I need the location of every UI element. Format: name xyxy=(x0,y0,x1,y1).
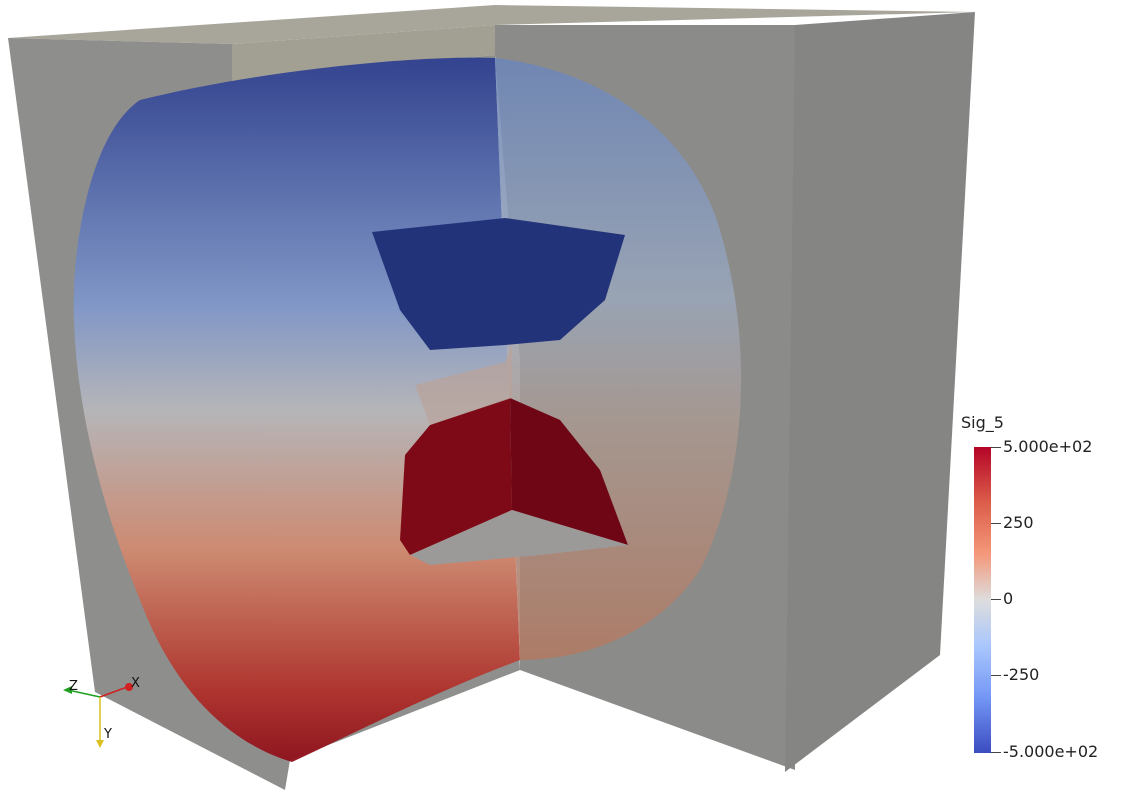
inner-red-left xyxy=(400,398,512,555)
legend-tick xyxy=(991,752,1001,753)
legend-color-bar[interactable] xyxy=(974,447,991,753)
legend-tick-label: 250 xyxy=(1003,513,1034,532)
legend-tick-label: -5.000e+02 xyxy=(1003,742,1099,761)
legend-tick xyxy=(991,523,1001,524)
x-axis-icon xyxy=(125,683,133,691)
cube-top-face-inner xyxy=(232,25,495,82)
legend-title: Sig_5 xyxy=(961,413,1004,432)
legend-tick-label: 0 xyxy=(1003,589,1014,608)
legend-tick xyxy=(991,447,1001,448)
inner-blue-top xyxy=(372,218,625,350)
axis-label-z: Z xyxy=(69,679,78,694)
inner-cut-floor xyxy=(410,510,628,565)
legend-tick xyxy=(991,675,1001,676)
inner-cut-wall xyxy=(415,345,512,425)
cube-top-face xyxy=(8,5,975,44)
legend-tick xyxy=(991,599,1001,600)
z-axis-icon xyxy=(63,686,72,694)
legend-tick-label: 5.000e+02 xyxy=(1003,437,1093,456)
cube-right-side-face xyxy=(785,12,975,772)
y-axis-icon xyxy=(96,740,104,748)
axis-label-x: X xyxy=(131,676,140,691)
inner-red-right xyxy=(510,398,628,545)
legend-tick-label: -250 xyxy=(1003,665,1040,684)
axis-label-y: Y xyxy=(104,727,112,742)
